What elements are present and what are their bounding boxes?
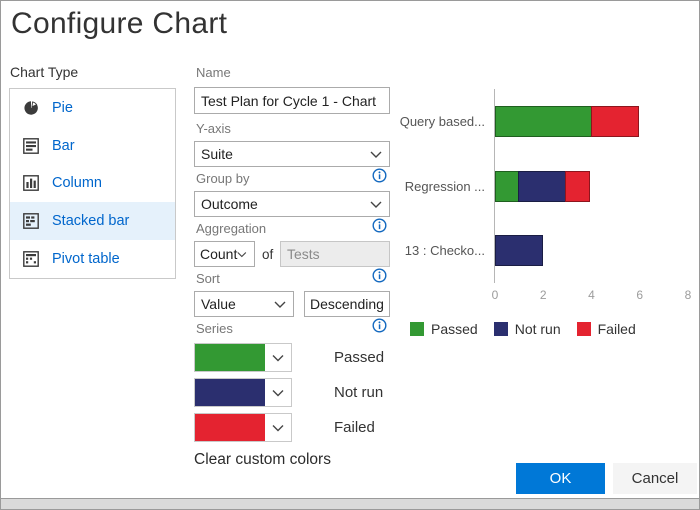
group-by-dropdown[interactable]: Outcome — [194, 191, 390, 217]
legend-item: Not run — [493, 321, 561, 337]
legend-label: Passed — [431, 321, 478, 337]
chart-type-item-label: Bar — [52, 137, 75, 154]
aggregation-of-label: of — [262, 247, 274, 262]
stacked-bar-chart-icon — [23, 213, 39, 230]
bar-chart-icon — [23, 137, 39, 154]
y-axis-dropdown[interactable]: Suite — [194, 141, 390, 167]
category-label: Query based... — [399, 114, 485, 129]
sort-field-value: Value — [201, 296, 236, 312]
aggregation-value: Count — [200, 246, 238, 262]
stacked-bar-row — [495, 106, 639, 137]
dialog-bottom-shadow — [1, 498, 699, 509]
stacked-bar-row — [495, 235, 544, 266]
series-name-failed: Failed — [334, 419, 375, 436]
chart-type-label: Chart Type — [10, 64, 79, 80]
bar-segment-failed — [565, 171, 590, 202]
ok-button[interactable]: OK — [516, 463, 605, 494]
sort-direction-value: Descending — [310, 296, 384, 312]
x-axis-tick-label: 0 — [491, 288, 499, 302]
bar-segment-not-run — [518, 171, 567, 202]
legend-color-swatch — [493, 322, 508, 336]
clear-custom-colors-link[interactable]: Clear custom colors — [194, 451, 331, 468]
chart-type-item-stacked-bar[interactable]: Stacked bar — [10, 202, 175, 241]
aggregation-field-input — [280, 241, 390, 267]
cancel-button[interactable]: Cancel — [613, 463, 697, 494]
chevron-down-icon — [370, 201, 382, 208]
legend-label: Failed — [597, 321, 636, 337]
x-axis-tick-label: 4 — [588, 288, 595, 302]
aggregation-dropdown[interactable]: Count — [194, 241, 255, 267]
chevron-down-icon — [237, 251, 247, 257]
chevron-down-icon — [272, 354, 284, 361]
chart-type-item-label: Pie — [52, 99, 73, 116]
series-label: Series — [196, 321, 233, 336]
y-axis-line — [494, 89, 495, 283]
chevron-down-icon — [272, 424, 284, 431]
x-axis-tick-label: 6 — [636, 288, 644, 302]
aggregation-label: Aggregation — [196, 221, 267, 236]
chart-legend: Passed Not run Failed — [410, 321, 636, 337]
legend-item: Passed — [410, 321, 478, 337]
chart-type-item-column[interactable]: Column — [10, 165, 175, 203]
color-swatch-passed — [195, 344, 265, 371]
bar-segment-not-run — [495, 235, 544, 266]
sort-label: Sort — [196, 271, 220, 286]
y-axis-label: Y-axis — [196, 121, 231, 136]
series-color-dropdown-not-run[interactable] — [194, 378, 292, 407]
color-swatch-not-run — [195, 379, 265, 406]
series-color-dropdown-failed[interactable] — [194, 413, 292, 442]
chevron-down-icon — [274, 301, 286, 308]
dialog-title: Configure Chart — [11, 7, 228, 40]
column-chart-icon — [23, 175, 39, 192]
x-axis-tick-label: 8 — [684, 288, 692, 302]
x-axis-tick-label: 2 — [539, 288, 547, 302]
category-label: 13 : Checko... — [404, 243, 485, 258]
legend-label: Not run — [514, 321, 561, 337]
series-name-not-run: Not run — [334, 384, 384, 401]
legend-color-swatch — [410, 322, 424, 336]
legend-color-swatch — [576, 322, 591, 336]
chart-type-item-label: Stacked bar — [52, 213, 130, 230]
chevron-down-icon — [272, 389, 284, 396]
bar-segment-failed — [590, 106, 639, 137]
bar-segment-passed — [495, 171, 520, 202]
group-by-label: Group by — [196, 171, 250, 186]
chart-preview: Query based... Regression ... 13 : Check… — [399, 89, 695, 345]
chevron-down-icon — [370, 151, 382, 158]
chart-type-item-pivot-table[interactable]: Pivot table — [10, 240, 175, 278]
chart-type-item-label: Column — [52, 175, 102, 192]
series-color-dropdown-passed[interactable] — [194, 343, 292, 372]
series-name-passed: Passed — [334, 349, 385, 366]
group-by-value: Outcome — [201, 196, 258, 212]
chart-type-list: Pie Bar Column — [9, 88, 176, 279]
aggregation-info-icon[interactable] — [372, 218, 387, 233]
chart-type-item-bar[interactable]: Bar — [10, 127, 175, 165]
name-label: Name — [196, 65, 231, 80]
bar-segment-passed — [495, 106, 592, 137]
stacked-bar-row — [495, 171, 590, 202]
pie-chart-icon — [24, 101, 38, 115]
sort-direction-dropdown[interactable]: Descending — [304, 291, 390, 317]
chart-type-item-label: Pivot table — [52, 251, 120, 268]
color-swatch-failed — [195, 414, 265, 441]
y-axis-value: Suite — [201, 146, 233, 162]
sort-info-icon[interactable] — [372, 268, 387, 283]
group-by-info-icon[interactable] — [372, 168, 387, 183]
category-label: Regression ... — [404, 179, 485, 194]
name-input[interactable] — [194, 87, 390, 114]
chart-type-item-pie[interactable]: Pie — [10, 89, 175, 127]
legend-item: Failed — [576, 321, 636, 337]
series-info-icon[interactable] — [372, 318, 387, 333]
sort-field-dropdown[interactable]: Value — [194, 291, 294, 317]
pivot-table-icon — [23, 251, 39, 267]
